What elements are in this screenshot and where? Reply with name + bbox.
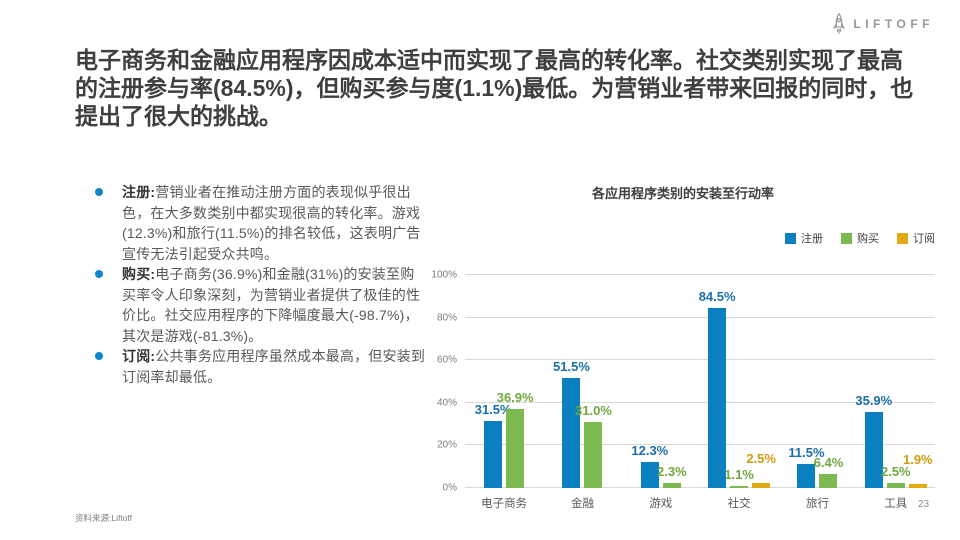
bar-value-label: 6.4% <box>813 455 844 471</box>
y-tick-label: 0% <box>442 482 457 494</box>
plot-row: 0% 20% 40% 60% 80% 100% 31.5% 36.9% 51.5% 31.0% 1… <box>431 270 935 494</box>
source-note: 资料来源:Liftoff <box>75 513 132 523</box>
bar-购买-社交: 1.1% <box>724 467 754 488</box>
x-axis-label-游戏: 游戏 <box>649 498 673 510</box>
x-axis-label-电子商务: 电子商务 <box>481 498 528 510</box>
page-number: 23 <box>918 499 930 510</box>
brand-name: LIFTOFF <box>853 17 934 31</box>
bar-value-label: 2.3% <box>656 464 687 480</box>
y-tick-label: 40% <box>436 397 457 409</box>
bar-value-label: 1.1% <box>724 466 754 482</box>
bar-value-label: 35.9% <box>855 392 893 408</box>
bar-购买-电子商务: 36.9% <box>497 390 534 488</box>
gridline <box>465 316 935 318</box>
legend-item-购买: 购买 <box>841 230 879 246</box>
legend-swatch-icon <box>841 232 852 244</box>
x-axis-label-社交: 社交 <box>727 498 751 510</box>
slide-headline: 电子商务和金融应用程序因成本适中而实现了最高的转化率。社交类别实现了最高的注册参… <box>75 47 914 129</box>
bullet-item: 注册:营销业者在推动注册方面的表现似乎很出色，在大多数类别中都实现很高的转化率。… <box>95 182 430 264</box>
bar-购买-工具: 2.5% <box>881 464 911 488</box>
bar-value-label: 84.5% <box>698 289 736 305</box>
gridline <box>465 274 935 275</box>
bar-groups: 31.5% 36.9% 51.5% 31.0% 12.3% 2.3% 84.5% 1.1% 2.… <box>465 275 935 488</box>
bar-购买-旅行: 6.4% <box>814 455 843 488</box>
bullet-dot-icon <box>95 352 103 360</box>
bar-group-工具: 35.9% 2.5% 1.9% <box>855 275 935 488</box>
bar-group-社交: 84.5% 1.1% 2.5% <box>699 275 778 488</box>
gridline <box>465 487 935 488</box>
bullet-lead: 注册: <box>122 184 156 200</box>
legend-label: 注册 <box>801 233 823 245</box>
bar-group-金融: 51.5% 31.0% <box>543 275 621 488</box>
legend-label: 订阅 <box>913 233 935 245</box>
bar-注册-工具: 35.9% <box>855 393 892 488</box>
bar-购买-游戏: 2.3% <box>657 464 687 488</box>
y-tick-label: 80% <box>436 312 457 324</box>
x-axis-label-金融: 金融 <box>570 498 594 510</box>
bar-购买-金融: 31.0% <box>575 403 612 488</box>
x-axis-label-工具: 工具 <box>884 498 908 510</box>
x-axis-label-旅行: 旅行 <box>805 498 829 510</box>
bar-注册-金融: 51.5% <box>553 359 590 488</box>
bullet-item: 订阅:公共事务应用程序虽然成本最高，但安装到订阅率却最低。 <box>95 346 430 387</box>
bar-注册-游戏: 12.3% <box>631 443 668 488</box>
bar-订阅-工具: 1.9% <box>903 452 933 488</box>
bullet-dot-icon <box>95 188 103 196</box>
bullet-lead: 购买: <box>122 266 156 282</box>
bar-value-label: 31.0% <box>575 402 612 418</box>
gridline <box>465 444 935 446</box>
liftoff-logo: LIFTOFF <box>832 12 934 36</box>
bar-value-label: 2.5% <box>880 463 911 479</box>
bullet-text: 注册:营销业者在推动注册方面的表现似乎很出色，在大多数类别中都实现很高的转化率。… <box>122 184 421 262</box>
bar-注册-旅行: 11.5% <box>788 445 825 488</box>
bar-group-电子商务: 31.5% 36.9% <box>465 275 543 488</box>
bar-注册-社交: 84.5% <box>699 289 736 488</box>
bullet-list: 注册:营销业者在推动注册方面的表现似乎很出色，在大多数类别中都实现很高的转化率。… <box>95 182 430 387</box>
chart-title: 各应用程序类别的安装至行动率 <box>591 186 774 201</box>
bar-value-label: 1.9% <box>902 451 933 467</box>
legend-swatch-icon <box>897 232 908 244</box>
y-axis-labels: 0% 20% 40% 60% 80% 100% <box>431 270 465 494</box>
legend-label: 购买 <box>857 233 879 245</box>
x-axis-labels: 电子商务 金融 游戏 社交 旅行 工具 <box>465 495 935 511</box>
bar-注册-电子商务: 31.5% <box>475 402 512 488</box>
gridline <box>465 359 935 361</box>
plot-area: 31.5% 36.9% 51.5% 31.0% 12.3% 2.3% 84.5% 1.1% 2.… <box>465 274 935 488</box>
bar-group-游戏: 12.3% 2.3% <box>622 275 700 488</box>
bar-value-label: 2.5% <box>746 450 776 466</box>
y-tick-label: 60% <box>436 354 457 366</box>
y-tick-label: 100% <box>431 269 457 281</box>
bar-value-label: 11.5% <box>788 444 825 460</box>
bullet-text: 订阅:公共事务应用程序虽然成本最高，但安装到订阅率却最低。 <box>122 348 426 385</box>
chart-legend: 注册 购买 订阅 <box>785 230 935 246</box>
gridline <box>465 401 935 403</box>
bar-value-label: 51.5% <box>553 359 590 375</box>
bullet-dot-icon <box>95 270 103 278</box>
bullet-item: 购买:电子商务(36.9%)和金融(31%)的安装至购买率令人印象深刻，为营销业… <box>95 264 430 346</box>
bar-value-label: 31.5% <box>474 401 512 417</box>
bar-value-label: 36.9% <box>496 390 534 406</box>
bar-group-旅行: 11.5% 6.4% <box>778 275 856 488</box>
bullet-text: 购买:电子商务(36.9%)和金融(31%)的安装至购买率令人印象深刻，为营销业… <box>122 266 421 344</box>
y-tick-label: 20% <box>436 439 457 451</box>
legend-swatch-icon <box>785 232 796 244</box>
bar-订阅-社交: 2.5% <box>746 451 776 488</box>
rocket-icon <box>832 12 846 36</box>
install-to-action-chart: 各应用程序类别的安装至行动率 注册 购买 订阅 0% 20% 40% 60% 80% 100%… <box>431 183 935 518</box>
legend-item-注册: 注册 <box>785 230 823 246</box>
legend-item-订阅: 订阅 <box>897 230 935 246</box>
bar-value-label: 12.3% <box>631 442 669 458</box>
bullet-lead: 订阅: <box>122 348 156 364</box>
